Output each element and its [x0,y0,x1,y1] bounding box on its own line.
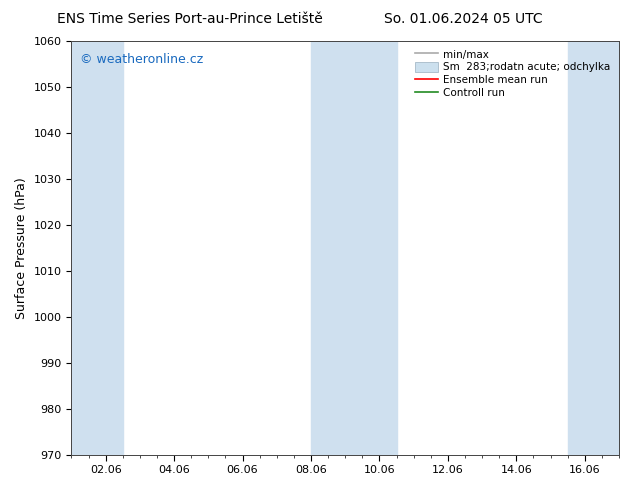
Text: © weatheronline.cz: © weatheronline.cz [80,53,203,67]
Bar [311,41,396,455]
Legend: min/max, Sm  283;rodatn acute; odchylka, Ensemble mean run, Controll run: min/max, Sm 283;rodatn acute; odchylka, … [412,46,614,101]
Bar [65,41,123,455]
Bar [567,41,626,455]
Y-axis label: Surface Pressure (hPa): Surface Pressure (hPa) [15,177,28,318]
Text: ENS Time Series Port-au-Prince Letiště: ENS Time Series Port-au-Prince Letiště [57,12,323,26]
Text: So. 01.06.2024 05 UTC: So. 01.06.2024 05 UTC [384,12,542,26]
